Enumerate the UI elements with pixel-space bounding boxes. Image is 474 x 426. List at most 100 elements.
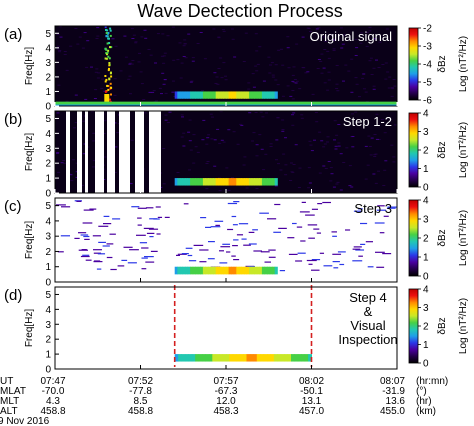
feature-scattered-pixels	[227, 202, 238, 205]
ytick-label: 3	[45, 232, 51, 243]
feature-emission-band	[238, 91, 242, 99]
feature-scattered-pixels	[76, 200, 82, 202]
feature-scattered-pixels	[288, 253, 298, 255]
feature-vertical-burst	[107, 88, 110, 91]
feature-vertical-burst	[104, 26, 107, 29]
table-row-label: UT	[0, 376, 13, 387]
feature-scattered-pixels	[259, 212, 269, 214]
panel-1: 0 1 2 3 4 5 Freq[Hz](a) Original signal -2 -3 -4 -5…	[4, 24, 469, 113]
feature-scattered-pixels	[238, 223, 249, 225]
colorbar-tick-label: 2	[423, 146, 429, 157]
colorbar-tick-label: 3	[423, 303, 429, 314]
feature-vertical-burst	[110, 93, 112, 96]
colorbar-tick-label: 4	[423, 285, 429, 296]
feature-scattered-pixels	[260, 251, 270, 253]
colorbar-tick-label: 3	[423, 215, 429, 226]
feature-emission-band	[267, 178, 271, 186]
feature-scattered-pixels	[176, 254, 181, 256]
feature-scattered-pixels	[143, 227, 154, 229]
table-cell: 455.0	[380, 406, 405, 417]
feature-vertical-burst	[105, 48, 108, 51]
feature-scattered-pixels	[267, 218, 277, 220]
colorbar	[408, 199, 419, 277]
feature-scattered-pixels	[311, 259, 321, 261]
feature-masked-intervals	[66, 111, 70, 193]
feature-emission-band	[200, 178, 204, 186]
table-cell: 07:47	[40, 376, 65, 387]
feature-emission-band	[202, 178, 206, 186]
feature-scattered-pixels	[358, 255, 363, 257]
feature-scattered-pixels	[97, 253, 106, 255]
feature-emission-band	[179, 178, 183, 186]
feature-scattered-pixels	[188, 260, 197, 262]
feature-scattered-pixels	[317, 203, 323, 205]
feature-vertical-burst	[106, 29, 109, 32]
feature-scattered-pixels	[156, 233, 161, 235]
feature-emission-band	[185, 354, 189, 362]
feature-emission-band	[187, 178, 191, 186]
feature-scattered-pixels	[210, 226, 221, 228]
feature-emission-band	[205, 91, 209, 99]
feature-emission-band	[239, 354, 244, 362]
feature-emission-band	[228, 266, 232, 275]
feature-scattered-pixels	[387, 206, 397, 208]
feature-emission-band	[202, 91, 206, 99]
feature-scattered-pixels	[248, 231, 255, 233]
panel-2: 0 1 2 3 4 5 Freq[Hz](b) Step 1-2 4 3 2 1 0 δBz Log (nT…	[4, 109, 469, 200]
table-cell: 8.5	[134, 396, 148, 407]
feature-emission-band	[185, 178, 189, 186]
ytick-label: 1	[45, 174, 51, 185]
feature-emission-band	[280, 354, 285, 362]
feature-scattered-pixels	[200, 217, 207, 219]
feature-scattered-pixels	[311, 208, 318, 210]
colorbar-tick-label: 3	[423, 127, 429, 138]
feature-emission-band	[304, 354, 309, 362]
feature-emission-band	[233, 266, 237, 275]
panel-annotation: Step 4	[349, 290, 387, 305]
feature-emission-band	[198, 354, 203, 362]
colorbar-tick-label: -6	[423, 96, 432, 107]
colorbar-tick-label: 2	[423, 322, 429, 333]
feature-scattered-pixels	[117, 265, 125, 267]
feature-scattered-pixels	[307, 224, 318, 226]
ytick-label: 5	[45, 201, 51, 212]
colorbar-tick-label: -4	[423, 60, 432, 71]
feature-scattered-pixels	[332, 235, 337, 237]
feature-scattered-pixels	[98, 225, 109, 227]
feature-emission-band	[264, 266, 268, 275]
feature-scattered-pixels	[297, 252, 306, 254]
feature-scattered-pixels	[80, 255, 90, 258]
feature-vertical-burst	[107, 55, 110, 58]
colorbar-tick-label: -5	[423, 78, 432, 89]
colorbar-tick-label: 0	[423, 183, 429, 194]
feature-scattered-pixels	[181, 253, 189, 255]
time-axis-table: UT 07:47 07:52 07:57 08:02 08:07 (hr:mn) MLAT -7…	[0, 376, 448, 417]
feature-scattered-pixels	[207, 258, 215, 260]
feature-scattered-pixels	[386, 207, 396, 209]
feature-emission-band	[256, 266, 260, 275]
colorbar-symbol: δBz	[437, 55, 448, 72]
y-axis-label: Freq[Hz]	[24, 309, 35, 348]
feature-scattered-pixels	[149, 236, 154, 238]
feature-emission-band	[270, 354, 275, 362]
feature-emission-band	[210, 178, 214, 186]
feature-scattered-pixels	[137, 217, 142, 219]
feature-scattered-pixels	[382, 253, 392, 255]
feature-emission-band	[174, 91, 178, 99]
feature-vertical-burst	[105, 52, 108, 55]
table-cell: -67.3	[215, 386, 238, 397]
colorbar	[408, 112, 419, 188]
feature-scattered-pixels	[353, 246, 362, 248]
table-row-label: MLT	[0, 396, 19, 407]
feature-emission-band	[220, 91, 224, 99]
feature-scattered-pixels	[177, 253, 187, 255]
ytick-label: 3	[45, 320, 51, 331]
feature-scattered-pixels	[145, 261, 155, 263]
feature-vertical-burst	[104, 94, 110, 104]
panel-label: (a)	[4, 26, 22, 43]
feature-vertical-burst	[109, 29, 112, 32]
table-row-label: MLAT	[0, 386, 26, 397]
feature-scattered-pixels	[92, 235, 101, 237]
ytick-label: 5	[45, 290, 51, 301]
feature-emission-band	[215, 91, 219, 99]
